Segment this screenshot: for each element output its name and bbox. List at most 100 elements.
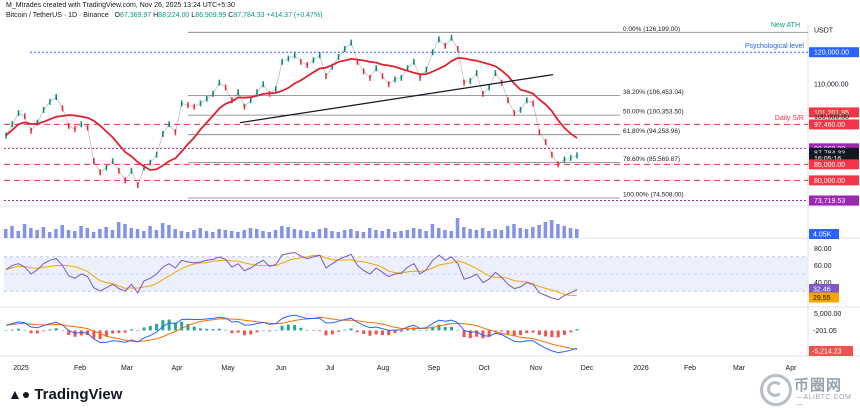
macd-histogram-bar [129, 329, 133, 331]
time-axis-label: May [221, 365, 235, 372]
macd-histogram-bar [387, 330, 391, 336]
high-value: 88,224.00 [158, 12, 190, 19]
macd-histogram-bar [205, 328, 209, 331]
watermark: 币圈网 —ALIBTC.COM— [758, 372, 854, 408]
volume-bar [236, 232, 240, 238]
macd-histogram-bar [481, 330, 485, 339]
volume-bar [355, 231, 359, 238]
volume-bar [487, 231, 491, 238]
close-label: C [228, 12, 234, 19]
macd-histogram-bar [368, 330, 372, 336]
macd-histogram-bar [4, 330, 8, 331]
macd-histogram-bar [437, 324, 441, 331]
volume-bar [242, 230, 246, 238]
macd-histogram-bar [305, 329, 309, 331]
volume-bar [29, 228, 33, 238]
macd-histogram-bar [217, 328, 221, 331]
macd-histogram-bar [155, 323, 159, 331]
volume-bar [537, 225, 541, 238]
macd-histogram-bar [29, 330, 33, 334]
volume-bar [261, 231, 265, 238]
volume-bar [273, 230, 278, 238]
time-axis-label: Feb [684, 365, 696, 372]
macd-histogram-bar [199, 328, 203, 331]
time-axis-label: Jun [275, 365, 286, 372]
symbol-name[interactable]: Bitcoin / TetherUS · 1D · Binance [6, 12, 109, 19]
macd-histogram-bar [544, 330, 548, 337]
volume-bar [405, 230, 410, 238]
volume-bar [336, 232, 341, 238]
rsi-line [5, 252, 578, 301]
volume-bar [424, 231, 428, 238]
macd-histogram-bar [142, 327, 146, 331]
macd-histogram-bar [462, 330, 466, 338]
volume-bar [16, 231, 21, 238]
macd-histogram-bar [173, 322, 177, 331]
volume-bar [575, 229, 579, 238]
volume-bar [430, 224, 435, 238]
macd-histogram-bar [293, 325, 297, 331]
macd-histogram-bar [67, 330, 71, 335]
macd-histogram-bar [54, 328, 58, 331]
macd-histogram-bar [35, 330, 39, 334]
price-tag-label: 16:05:16 [814, 156, 841, 163]
fib-level-label: 100.00% (74,508.00) [623, 191, 684, 198]
macd-histogram-bar [349, 328, 353, 331]
time-axis-label: Feb [74, 365, 86, 372]
volume-bar [455, 218, 460, 238]
volume-bar [374, 230, 378, 238]
volume-bar [91, 232, 96, 238]
macd-histogram-bar [550, 330, 554, 338]
time-axis-label: Jul [326, 365, 335, 372]
macd-histogram-bar [380, 330, 384, 336]
volume-bar [98, 229, 102, 238]
time-axis-label: Apr [786, 365, 798, 372]
rsi-value-tag-bg [809, 284, 839, 295]
volume-bar [286, 227, 290, 238]
volume-bar [110, 230, 115, 238]
rsi-axis-label: 60.00 [814, 263, 832, 270]
price-tag-bg [809, 147, 859, 158]
trendline [239, 74, 554, 124]
price-tag-bg [809, 175, 859, 186]
time-axis-label: Mar [121, 365, 134, 372]
macd-histogram-bar [92, 330, 96, 339]
fib-level-label: 50.00% (100,353.50) [623, 109, 684, 116]
price-tag-label: 80,000.00 [814, 178, 845, 185]
price-tag-label: 101,201.95 [814, 110, 849, 117]
volume-bar [60, 225, 64, 238]
rsi-axis-label: 40.00 [814, 280, 832, 287]
symbol-ohlc-line: Bitcoin / TetherUS · 1D · Binance O87,36… [6, 12, 323, 19]
price-tag-label: 120,000.00 [814, 50, 849, 57]
macd-histogram-bar [374, 330, 378, 335]
volume-bar [167, 225, 171, 238]
rsi-ma-line [5, 254, 578, 297]
macd-axis-label: 5,000.00 [814, 311, 841, 318]
macd-histogram-bar [512, 330, 516, 336]
macd-histogram-bar [531, 330, 535, 333]
volume-bar [280, 226, 284, 238]
volume-bar [185, 232, 190, 238]
close-value: 87,784.33 [233, 12, 265, 19]
volume-bar [499, 230, 504, 238]
macd-histogram-bar [286, 324, 290, 331]
macd-histogram-bar [242, 330, 246, 336]
time-axis-label: Oct [479, 365, 490, 372]
macd-histogram-bar [443, 326, 447, 331]
macd-histogram-bar [48, 329, 52, 331]
macd-histogram-bar [111, 330, 115, 334]
volume-bar [505, 226, 510, 238]
change-value: +414.37 (+0.47%) [266, 12, 323, 19]
tradingview-logo: ▲● TradingView [8, 386, 122, 403]
time-axis-label: 2025 [13, 365, 29, 372]
macd-histogram-bar [355, 330, 359, 332]
fib-level-label: 0.00% (126,199.00) [623, 26, 680, 33]
macd-histogram-bar [186, 324, 190, 331]
volume-value-label: 4.05K [813, 232, 832, 239]
volume-bar [104, 227, 108, 238]
watermark-url: —ALIBTC.COM— [796, 394, 852, 408]
macd-histogram-bar [98, 330, 102, 340]
volume-bar [179, 231, 184, 238]
macd-histogram-bar [468, 330, 472, 339]
